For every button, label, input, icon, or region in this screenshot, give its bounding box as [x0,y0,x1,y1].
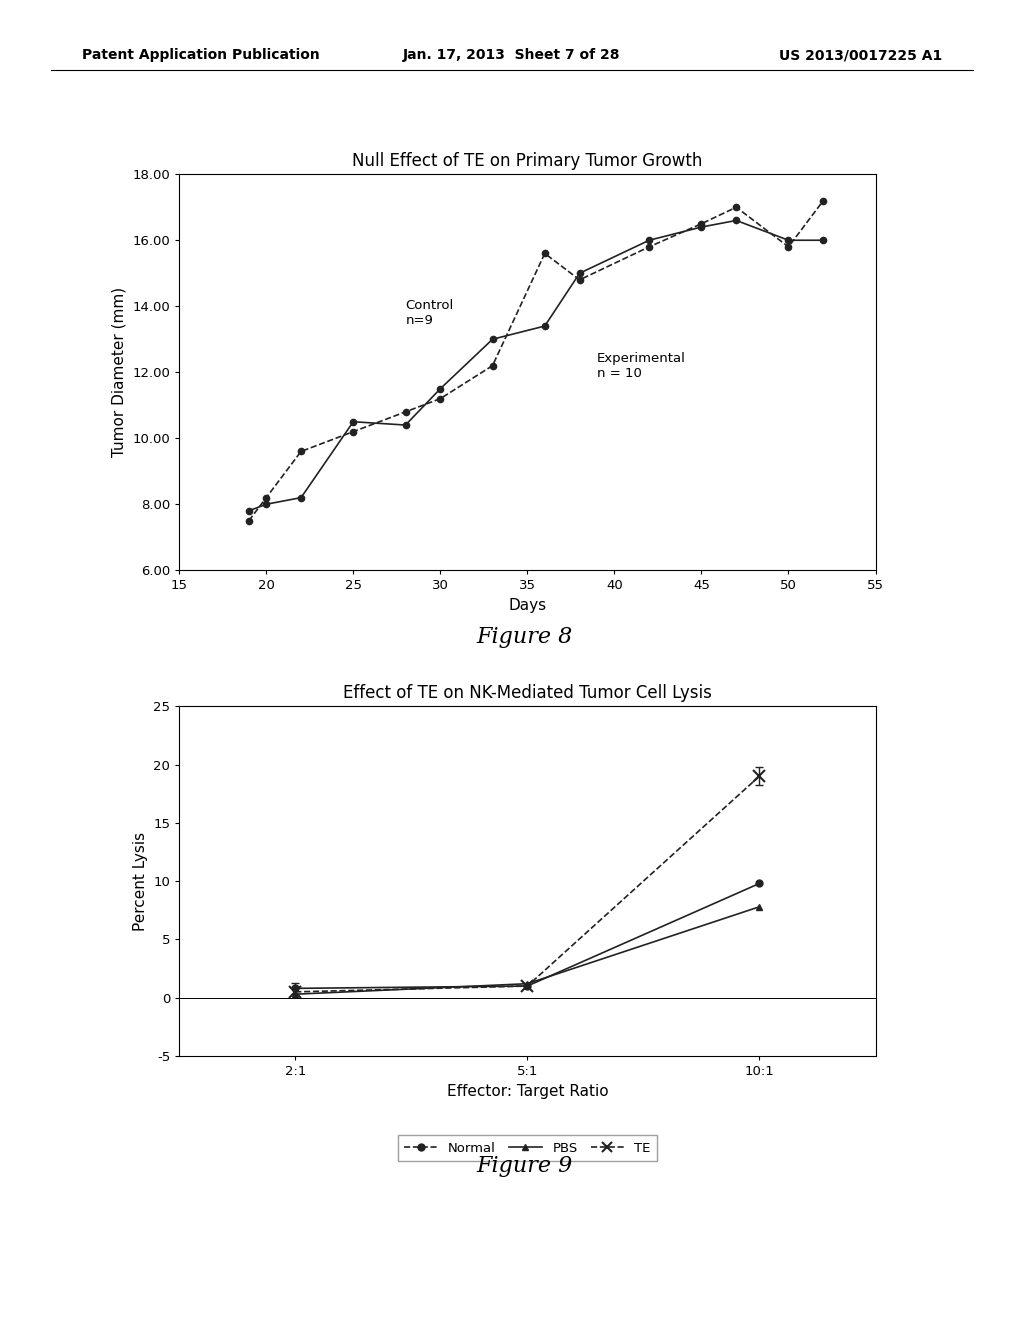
X-axis label: Days: Days [508,598,547,612]
Text: Patent Application Publication: Patent Application Publication [82,49,319,62]
Y-axis label: Percent Lysis: Percent Lysis [133,832,147,931]
Text: Experimental
n = 10: Experimental n = 10 [597,351,686,380]
Text: US 2013/0017225 A1: US 2013/0017225 A1 [779,49,942,62]
Title: Null Effect of TE on Primary Tumor Growth: Null Effect of TE on Primary Tumor Growt… [352,152,702,170]
Text: Figure 8: Figure 8 [476,626,572,648]
Y-axis label: Tumor Diameter (mm): Tumor Diameter (mm) [112,288,127,457]
Text: Figure 9: Figure 9 [476,1155,572,1177]
Title: Effect of TE on NK-Mediated Tumor Cell Lysis: Effect of TE on NK-Mediated Tumor Cell L… [343,684,712,702]
Text: Jan. 17, 2013  Sheet 7 of 28: Jan. 17, 2013 Sheet 7 of 28 [403,49,621,62]
Legend: Normal, PBS, TE: Normal, PBS, TE [397,1135,657,1162]
X-axis label: Effector: Target Ratio: Effector: Target Ratio [446,1084,608,1098]
Text: Control
n=9: Control n=9 [406,298,454,327]
